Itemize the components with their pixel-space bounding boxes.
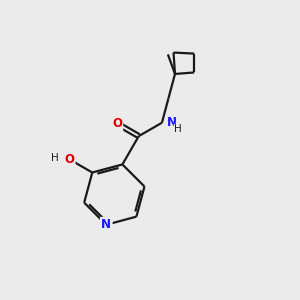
Text: O: O — [64, 153, 74, 166]
Text: N: N — [167, 116, 176, 129]
Text: H: H — [51, 153, 59, 163]
Text: H: H — [174, 124, 182, 134]
Text: O: O — [112, 117, 122, 130]
Text: N: N — [101, 218, 111, 231]
